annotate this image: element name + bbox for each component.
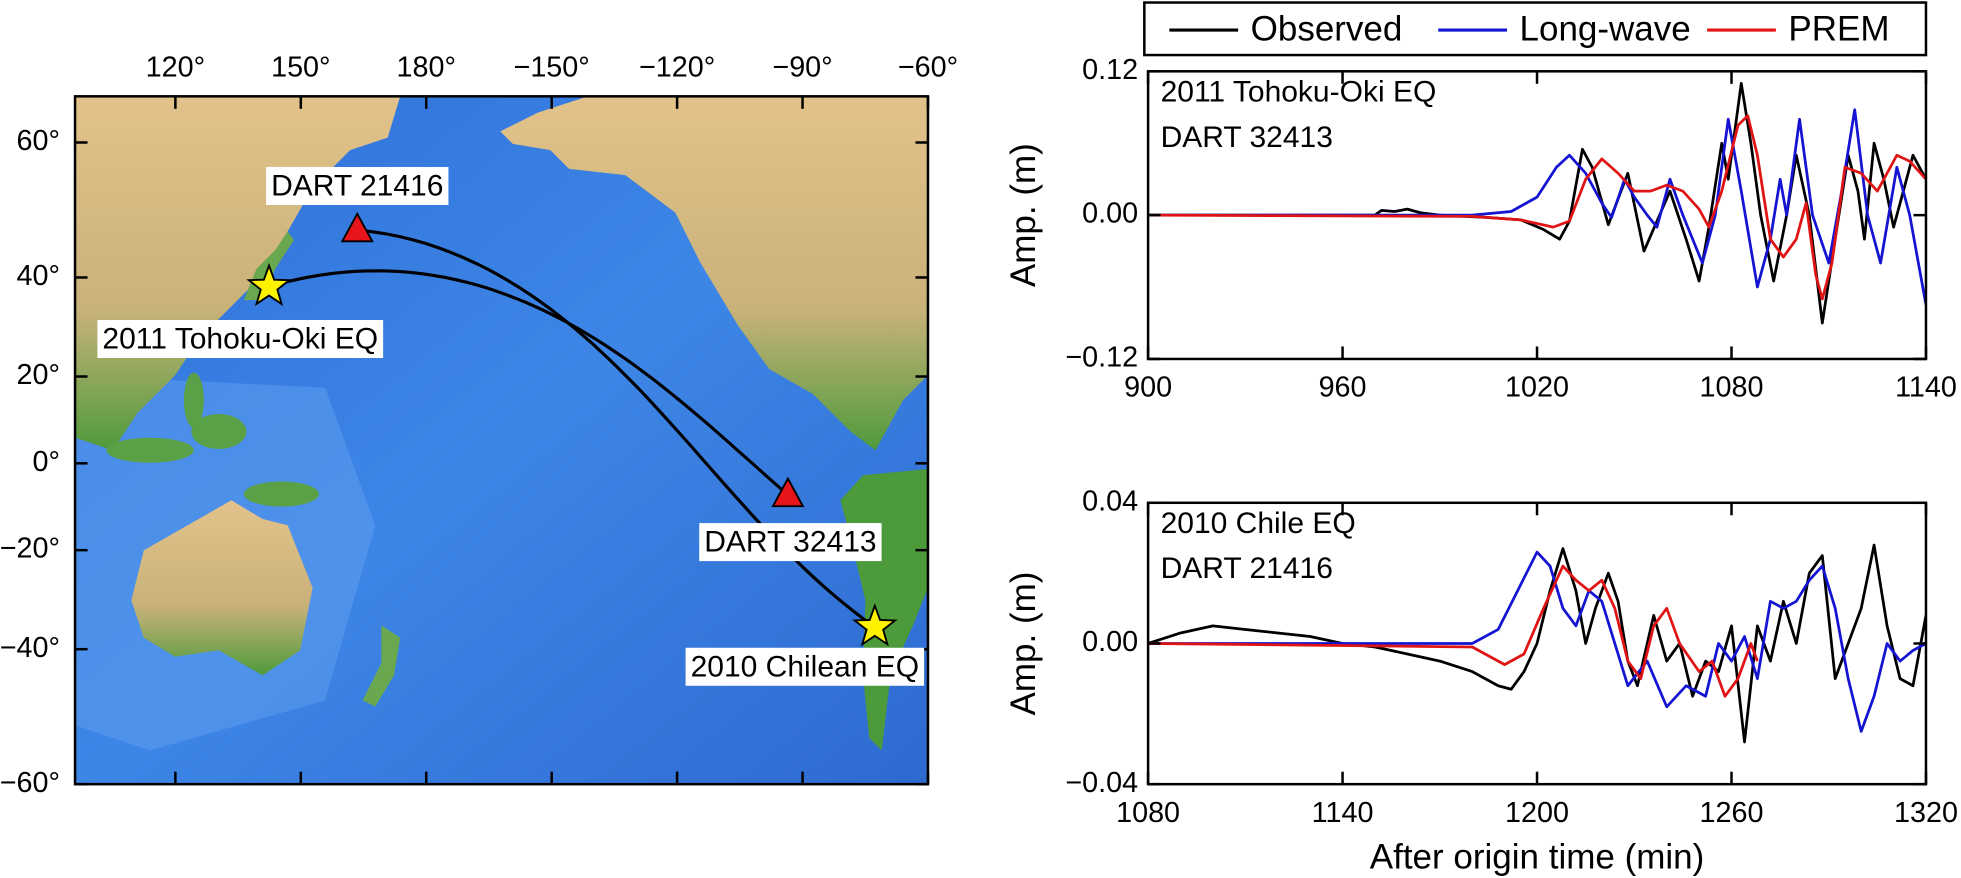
station-marker bbox=[771, 476, 805, 508]
x-tick-label: 900 bbox=[1124, 372, 1172, 404]
annotation: DART 32413 bbox=[1161, 121, 1333, 154]
y-tick-label: 20° bbox=[17, 359, 60, 391]
x-tick-label: 1020 bbox=[1505, 372, 1569, 404]
great-circle-path bbox=[268, 269, 789, 497]
x-tick-label: 960 bbox=[1319, 372, 1367, 404]
x-tick-label: 1080 bbox=[1700, 372, 1764, 404]
y-axis-label: Amp. (m) bbox=[1004, 143, 1043, 287]
legend-label: Long-wave bbox=[1520, 10, 1691, 49]
x-axis-label: After origin time (min) bbox=[1370, 837, 1705, 876]
legend: Observed Long-wave PREM bbox=[1143, 1, 1928, 57]
x-tick-label: 1140 bbox=[1312, 797, 1374, 829]
x-tick-label: −60° bbox=[898, 51, 958, 83]
marker-label-box bbox=[685, 647, 925, 686]
marker-label-box bbox=[266, 166, 449, 205]
marker-label: DART 21416 bbox=[271, 169, 443, 202]
y-tick-label: 40° bbox=[17, 260, 60, 292]
x-tick-label: 150° bbox=[271, 51, 330, 83]
x-tick-label: 1320 bbox=[1894, 797, 1958, 829]
x-tick-label: −90° bbox=[772, 51, 832, 83]
series-line bbox=[1148, 81, 1926, 325]
marker-label: DART 32413 bbox=[704, 526, 876, 559]
annotation: 2011 Tohoku-Oki EQ bbox=[1161, 76, 1437, 109]
y-tick-label: 0.04 bbox=[1082, 485, 1138, 517]
legend-label: Observed bbox=[1251, 10, 1403, 49]
marker-label: 2011 Tohoku-Oki EQ bbox=[102, 322, 378, 355]
marker-label: 2010 Chilean EQ bbox=[691, 650, 920, 683]
y-tick-label: 60° bbox=[17, 125, 60, 157]
x-tick-label: 1140 bbox=[1895, 372, 1957, 404]
x-tick-label: −150° bbox=[514, 51, 590, 83]
marker-label-box bbox=[97, 319, 384, 358]
y-tick-label: −0.04 bbox=[1065, 767, 1138, 799]
marker-label-box bbox=[699, 523, 882, 562]
map-frame bbox=[73, 95, 930, 786]
series-line bbox=[1148, 114, 1926, 301]
x-tick-label: 1260 bbox=[1700, 797, 1764, 829]
y-tick-label: 0.00 bbox=[1082, 626, 1138, 658]
legend-box bbox=[1143, 1, 1928, 57]
station-marker bbox=[340, 211, 374, 243]
x-tick-label: −120° bbox=[639, 51, 715, 83]
map-background bbox=[75, 96, 928, 785]
y-tick-label: 0.12 bbox=[1082, 54, 1138, 86]
epicenter-marker bbox=[246, 262, 292, 307]
y-tick-label: 0° bbox=[33, 446, 60, 478]
legend-label: PREM bbox=[1788, 10, 1889, 49]
annotation: 2010 Chile EQ bbox=[1161, 507, 1356, 540]
x-tick-label: 1080 bbox=[1116, 797, 1180, 829]
series-line bbox=[1148, 564, 1759, 698]
annotation: DART 21416 bbox=[1161, 552, 1333, 585]
epicenter-marker bbox=[852, 603, 898, 647]
y-tick-label: −40° bbox=[0, 632, 60, 664]
x-tick-label: 180° bbox=[397, 51, 456, 83]
series-line bbox=[1148, 543, 1926, 744]
series-line bbox=[1148, 108, 1926, 306]
y-tick-label: −0.12 bbox=[1065, 342, 1138, 374]
series-line bbox=[1148, 550, 1926, 733]
x-tick-label: 1200 bbox=[1505, 797, 1569, 829]
y-tick-label: −20° bbox=[0, 533, 60, 565]
y-axis-label: Amp. (m) bbox=[1004, 572, 1043, 716]
x-tick-label: 120° bbox=[146, 51, 205, 83]
y-tick-label: −60° bbox=[0, 767, 60, 799]
y-tick-label: 0.00 bbox=[1082, 198, 1138, 230]
